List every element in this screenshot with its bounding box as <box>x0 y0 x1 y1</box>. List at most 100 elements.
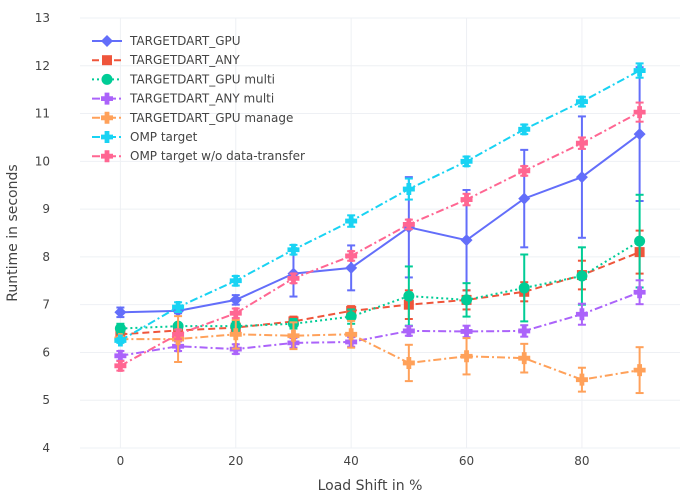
legend-marker[interactable] <box>101 35 113 47</box>
series-line <box>120 333 640 381</box>
y-tick-label: 12 <box>35 59 50 73</box>
data-point[interactable] <box>575 171 588 184</box>
legend-item[interactable]: TARGETDART_ANY <box>92 53 240 67</box>
data-point[interactable] <box>114 349 127 362</box>
data-point[interactable] <box>229 328 242 341</box>
data-point[interactable] <box>633 286 646 299</box>
data-point[interactable] <box>114 334 127 347</box>
legend-marker[interactable] <box>102 55 112 66</box>
legend[interactable]: TARGETDART_GPU TARGETDART_ANY TARGETDART_G… <box>92 34 305 163</box>
data-point[interactable] <box>633 106 646 119</box>
data-point[interactable] <box>287 272 300 285</box>
series-line <box>120 133 641 314</box>
data-point[interactable] <box>518 282 530 294</box>
data-point[interactable] <box>633 64 646 77</box>
data-point[interactable] <box>287 329 300 342</box>
legend-marker[interactable] <box>101 111 113 124</box>
data-point[interactable] <box>575 95 588 108</box>
data-point[interactable] <box>575 137 588 150</box>
y-axis-title: Runtime in seconds <box>5 164 21 301</box>
x-tick-label: 60 <box>459 454 474 468</box>
data-point[interactable] <box>633 364 646 377</box>
data-point[interactable] <box>402 324 415 337</box>
legend-label: TARGETDART_GPU manage <box>129 111 293 125</box>
legend-marker[interactable] <box>101 92 113 105</box>
series-line <box>119 111 641 367</box>
series-line <box>120 251 640 336</box>
series-line <box>119 69 641 342</box>
y-tick-label: 9 <box>42 202 50 216</box>
data-point[interactable] <box>576 270 588 282</box>
x-tick-label: 0 <box>117 454 125 468</box>
data-point[interactable] <box>345 328 358 341</box>
series-2 <box>114 193 646 335</box>
data-point[interactable] <box>229 274 242 287</box>
data-point[interactable] <box>403 290 415 302</box>
series-line <box>120 240 641 330</box>
x-tick-label: 20 <box>228 454 243 468</box>
legend-item[interactable]: TARGETDART_ANY multi <box>92 92 274 106</box>
axis-layer: 4 5 6 7 8 9 10 11 12 13 0 20 40 60 80 <box>35 11 590 468</box>
legend-label: TARGETDART_GPU multi <box>129 72 275 86</box>
y-tick-label: 4 <box>42 441 50 455</box>
data-point[interactable] <box>402 356 415 369</box>
y-tick-label: 13 <box>35 11 50 25</box>
legend-item[interactable]: OMP target <box>92 130 198 144</box>
y-tick-label: 11 <box>35 107 50 121</box>
legend-label: OMP target w/o data-transfer <box>130 149 305 163</box>
y-tick-label: 6 <box>42 345 50 359</box>
y-tick-label: 8 <box>42 250 50 264</box>
series-layer <box>114 62 646 395</box>
x-tick-label: 40 <box>344 454 359 468</box>
data-point[interactable] <box>345 215 358 228</box>
x-axis-title: Load Shift in % <box>318 478 423 494</box>
y-tick-label: 7 <box>42 298 50 312</box>
data-point[interactable] <box>518 123 531 136</box>
data-point[interactable] <box>172 328 185 341</box>
data-point[interactable] <box>287 243 300 256</box>
data-point[interactable] <box>518 192 531 205</box>
legend-label: TARGETDART_ANY multi <box>129 92 274 106</box>
legend-label: TARGETDART_ANY <box>129 53 240 67</box>
legend-marker[interactable] <box>101 73 113 85</box>
data-point[interactable] <box>460 350 473 363</box>
data-point[interactable] <box>518 164 531 177</box>
x-tick-label: 80 <box>574 454 589 468</box>
legend-item[interactable]: TARGETDART_GPU <box>92 34 241 48</box>
legend-marker[interactable] <box>101 131 113 143</box>
data-point[interactable] <box>172 301 185 314</box>
data-point[interactable] <box>633 128 646 141</box>
data-point[interactable] <box>229 307 242 320</box>
data-point[interactable] <box>114 359 127 372</box>
data-point[interactable] <box>518 324 531 337</box>
series-6 <box>114 101 646 372</box>
series-line <box>120 291 640 357</box>
legend-item[interactable]: OMP target w/o data-transfer <box>92 149 305 163</box>
y-tick-label: 5 <box>42 393 50 407</box>
y-tick-label: 10 <box>35 154 50 168</box>
data-point[interactable] <box>345 311 357 323</box>
legend-label: OMP target <box>130 130 198 144</box>
data-point[interactable] <box>460 234 473 247</box>
data-point[interactable] <box>114 323 126 335</box>
data-point[interactable] <box>345 249 358 262</box>
data-point[interactable] <box>402 218 415 231</box>
data-point[interactable] <box>518 352 531 365</box>
data-point[interactable] <box>461 294 473 306</box>
data-point[interactable] <box>460 193 473 206</box>
data-point[interactable] <box>229 293 242 306</box>
data-point[interactable] <box>575 308 588 321</box>
data-point[interactable] <box>460 325 473 338</box>
legend-item[interactable]: TARGETDART_GPU manage <box>92 111 293 125</box>
data-point[interactable] <box>402 183 415 196</box>
data-point[interactable] <box>460 155 473 168</box>
data-point[interactable] <box>634 235 646 247</box>
legend-item[interactable]: TARGETDART_GPU multi <box>92 72 275 86</box>
legend-label: TARGETDART_GPU <box>129 34 241 48</box>
data-point[interactable] <box>575 373 588 386</box>
legend-marker[interactable] <box>101 150 113 163</box>
data-point[interactable] <box>114 306 127 319</box>
data-point[interactable] <box>345 261 358 274</box>
